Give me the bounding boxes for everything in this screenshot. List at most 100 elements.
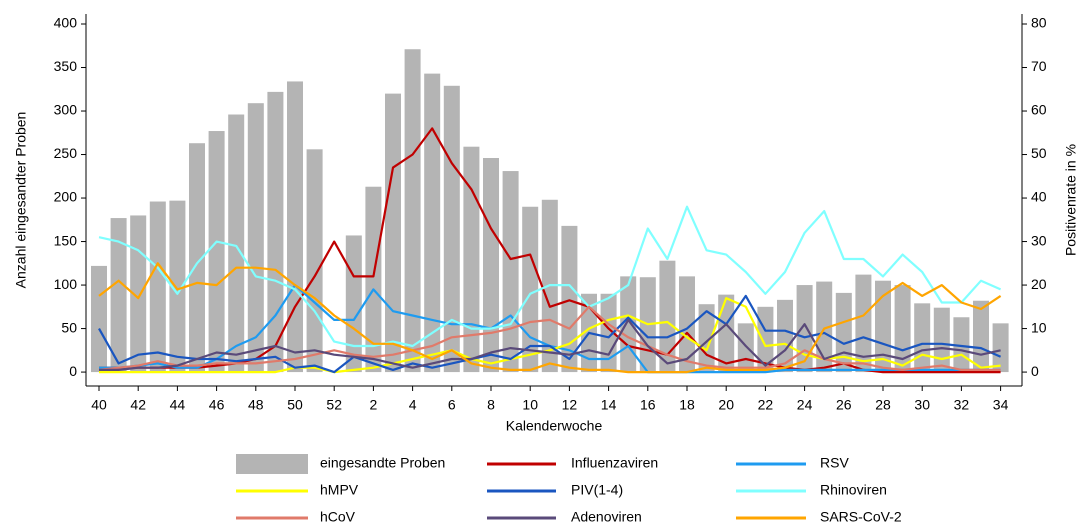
bar: [718, 294, 735, 373]
y-axis-label: Anzahl eingesandter Proben: [13, 112, 29, 289]
x-tick-label: 4: [409, 397, 417, 413]
y2-tick-label: 30: [1031, 232, 1047, 248]
y2-tick-label: 0: [1031, 363, 1039, 379]
bar: [737, 323, 754, 373]
bar: [796, 285, 813, 373]
y-tick-label: 300: [54, 102, 78, 118]
x-tick-label: 32: [954, 397, 970, 413]
x-tick-label: 24: [797, 397, 813, 413]
bar: [208, 131, 225, 373]
y-tick-label: 200: [54, 189, 78, 205]
x-tick-label: 26: [836, 397, 852, 413]
bar: [855, 274, 872, 373]
bar: [777, 299, 793, 373]
x-tick-label: 20: [718, 397, 734, 413]
bar: [385, 93, 401, 373]
y-tick-label: 0: [69, 363, 77, 379]
y2-tick-label: 70: [1031, 58, 1047, 74]
bar: [345, 235, 362, 373]
y-tick-label: 100: [54, 276, 78, 292]
x-tick-label: 50: [287, 397, 303, 413]
y2-tick-label: 40: [1031, 189, 1047, 205]
bar: [522, 206, 539, 373]
bar: [169, 200, 186, 373]
bar: [894, 285, 911, 373]
y2-axis-label: Positivenrate in %: [1063, 144, 1079, 256]
bar: [679, 276, 695, 373]
bar: [247, 103, 264, 373]
bar: [463, 146, 480, 373]
y-tick-label: 250: [54, 145, 78, 161]
bar: [287, 81, 303, 373]
bar: [306, 149, 323, 373]
x-tick-label: 28: [875, 397, 891, 413]
bar: [91, 265, 107, 373]
bar: [228, 114, 245, 373]
y2-tick-label: 20: [1031, 276, 1047, 292]
line: [99, 318, 1001, 371]
x-tick-label: 30: [914, 397, 930, 413]
legend-swatch: [236, 454, 308, 474]
y2-tick-label: 80: [1031, 15, 1047, 31]
bar: [110, 218, 127, 373]
y2-tick-label: 50: [1031, 145, 1047, 161]
x-tick-label: 22: [758, 397, 774, 413]
y2-tick-label: 60: [1031, 102, 1047, 118]
x-tick-label: 46: [209, 397, 225, 413]
bar: [149, 201, 166, 373]
x-tick-label: 14: [601, 397, 617, 413]
bar: [443, 85, 460, 373]
x-tick-label: 40: [91, 397, 107, 413]
bar: [992, 323, 1009, 373]
y-tick-label: 350: [54, 58, 78, 74]
legend-label: Rhinoviren: [820, 482, 887, 498]
bar: [600, 293, 617, 373]
x-tick-label: 16: [640, 397, 656, 413]
bar: [816, 281, 833, 373]
bar: [933, 307, 950, 373]
x-tick-label: 34: [993, 397, 1009, 413]
bar: [914, 303, 931, 373]
legend-label: SARS-CoV-2: [820, 509, 902, 525]
line: [98, 294, 1002, 374]
x-tick-label: 8: [487, 397, 495, 413]
bar: [502, 171, 519, 373]
x-tick-label: 48: [248, 397, 264, 413]
y-tick-label: 150: [54, 232, 78, 248]
legend-label: Adenoviren: [571, 509, 642, 525]
bar: [483, 158, 499, 373]
x-tick-label: 18: [679, 397, 695, 413]
x-tick-label: 44: [170, 397, 186, 413]
x-tick-label: 2: [370, 397, 378, 413]
bar: [267, 91, 284, 373]
bar: [659, 260, 676, 373]
line: [99, 297, 1001, 374]
x-tick-label: 12: [562, 397, 578, 413]
legend-label: Influenzaviren: [571, 455, 658, 471]
bar: [189, 143, 205, 373]
x-tick-label: 6: [448, 397, 456, 413]
y2-tick-label: 10: [1031, 319, 1047, 335]
legend-label: eingesandte Proben: [320, 455, 445, 471]
legend-label: RSV: [820, 455, 849, 471]
bar: [875, 280, 891, 373]
x-tick-label: 52: [326, 397, 342, 413]
bar: [424, 73, 441, 373]
line: [98, 205, 1002, 348]
line: [98, 305, 1001, 371]
legend-label: hCoV: [320, 509, 356, 525]
bar: [973, 300, 989, 373]
bar: [835, 292, 852, 373]
line: [98, 262, 1002, 374]
bar: [561, 225, 578, 373]
x-tick-label: 42: [130, 397, 146, 413]
x-axis-label: Kalenderwoche: [506, 418, 603, 434]
bar: [365, 186, 382, 373]
bar: [698, 304, 715, 373]
legend-label: PIV(1-4): [571, 482, 623, 498]
x-tick-label: 10: [522, 397, 538, 413]
legend-label: hMPV: [320, 482, 359, 498]
y-tick-label: 400: [54, 15, 78, 31]
bar: [404, 49, 421, 373]
